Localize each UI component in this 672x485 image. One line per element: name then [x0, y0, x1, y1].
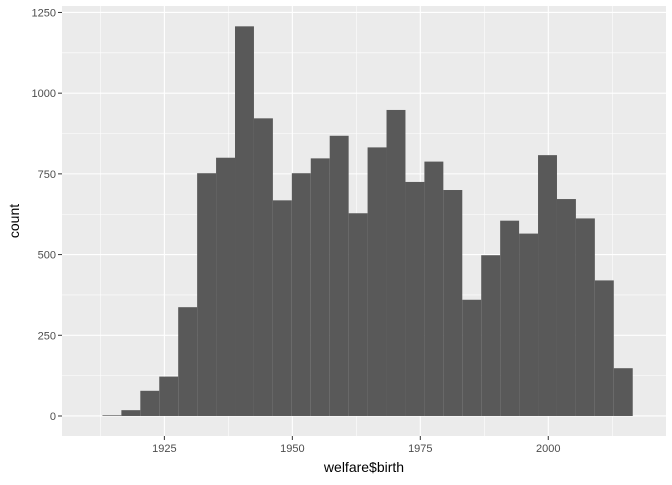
histogram-bar-13 [329, 135, 349, 416]
histogram-bar-15 [367, 147, 387, 416]
y-tick-label: 750 [38, 169, 56, 181]
histogram-bar-24 [538, 155, 557, 416]
histogram-bar-20 [462, 299, 482, 416]
x-axis-title: welfare$birth [323, 459, 404, 475]
histogram-bar-4 [159, 376, 179, 416]
x-tick-label: 1975 [408, 443, 432, 455]
histogram-bars [102, 26, 633, 416]
histogram-bar-22 [500, 220, 520, 416]
histogram-bar-1 [102, 415, 122, 416]
y-tick-label: 1250 [32, 7, 56, 19]
histogram-bar-17 [405, 181, 425, 416]
x-tick-label: 2000 [536, 443, 560, 455]
histogram-bar-16 [386, 109, 406, 416]
histogram-bar-8 [235, 26, 254, 416]
histogram-bar-2 [121, 410, 141, 416]
y-tick-label: 1000 [32, 88, 56, 100]
y-tick-label: 250 [38, 330, 56, 342]
histogram-bar-9 [253, 118, 273, 416]
histogram-bar-18 [424, 161, 444, 416]
x-tick-label: 1925 [152, 443, 176, 455]
histogram-bar-12 [310, 158, 330, 416]
histogram-bar-28 [613, 368, 633, 416]
histogram-bar-11 [291, 173, 311, 416]
histogram-bar-21 [481, 255, 501, 416]
histogram-bar-6 [197, 173, 217, 416]
histogram-bar-3 [140, 390, 160, 416]
histogram-bar-25 [556, 199, 576, 416]
histogram-bar-7 [216, 157, 236, 416]
y-axis: 0 250 500 750 1000 1250 [32, 7, 62, 423]
histogram-bar-23 [519, 233, 539, 416]
y-tick-label: 0 [50, 411, 56, 423]
histogram-bar-5 [178, 307, 198, 416]
x-tick-label: 1950 [280, 443, 304, 455]
histogram-bar-26 [575, 218, 595, 416]
histogram-bar-19 [443, 190, 463, 416]
y-tick-label: 500 [38, 250, 56, 262]
histogram-bar-10 [272, 200, 292, 416]
histogram-bar-14 [348, 213, 368, 416]
x-axis: 1925 1950 1975 2000 [152, 436, 561, 455]
y-axis-title: count [6, 204, 22, 238]
histogram-bar-27 [594, 280, 614, 416]
